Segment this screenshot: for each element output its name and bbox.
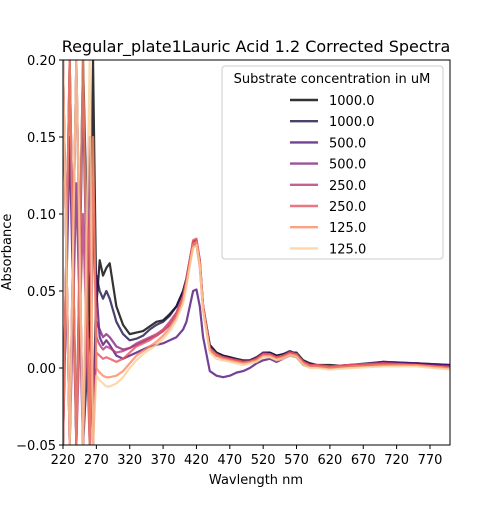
series-line-6 [63, 60, 450, 445]
x-tick-label: 370 [151, 453, 176, 468]
series-line-7 [63, 60, 450, 445]
chart-title: Regular_plate1Lauric Acid 1.2 Corrected … [62, 37, 451, 57]
x-axis: 220 270 320 370 420 470 520 570 620 670 720 770 [51, 445, 443, 468]
legend-label-5: 250.0 [329, 179, 366, 194]
x-tick-label: 320 [117, 453, 142, 468]
y-tick-label: 0.15 [27, 131, 56, 146]
plot-area [63, 60, 450, 445]
y-axis: −0.05 0.00 0.05 0.10 0.15 0.20 [16, 54, 63, 454]
series-group [63, 60, 450, 445]
legend-label-1: 1000.0 [329, 94, 375, 109]
x-axis-label: Wavlength nm [209, 473, 303, 488]
x-tick-label: 270 [84, 453, 109, 468]
legend-label-4: 500.0 [329, 158, 366, 173]
series-line-8 [63, 60, 450, 445]
legend-title: Substrate concentration in uM [234, 72, 431, 87]
legend-label-8: 125.0 [329, 242, 366, 257]
y-tick-label: 0.00 [27, 362, 56, 377]
x-tick-label: 520 [251, 453, 276, 468]
x-tick-label: 220 [51, 453, 76, 468]
legend-items: 1000.0 1000.0 500.0 500.0 250.0 250.0 125.0 125… [290, 94, 375, 257]
legend-label-2: 1000.0 [329, 115, 375, 130]
x-tick-label: 620 [317, 453, 342, 468]
x-tick-label: 420 [184, 453, 209, 468]
x-tick-label: 770 [418, 453, 443, 468]
legend-box [221, 65, 444, 260]
y-axis-label: Absorbance [0, 214, 15, 291]
legend-label-7: 125.0 [329, 221, 366, 236]
x-tick-label: 570 [284, 453, 309, 468]
plot-frame [62, 59, 451, 446]
legend-label-3: 500.0 [329, 136, 366, 151]
x-tick-label: 470 [217, 453, 242, 468]
x-tick-label: 720 [384, 453, 409, 468]
y-tick-label: 0.20 [27, 54, 56, 69]
y-tick-label: 0.10 [27, 208, 56, 223]
legend: Substrate concentration in uM 1000.01000… [221, 65, 444, 260]
x-tick-label: 670 [351, 453, 376, 468]
legend-label-6: 250.0 [329, 200, 366, 215]
y-tick-label: −0.05 [16, 439, 56, 454]
y-tick-label: 0.05 [27, 285, 56, 300]
